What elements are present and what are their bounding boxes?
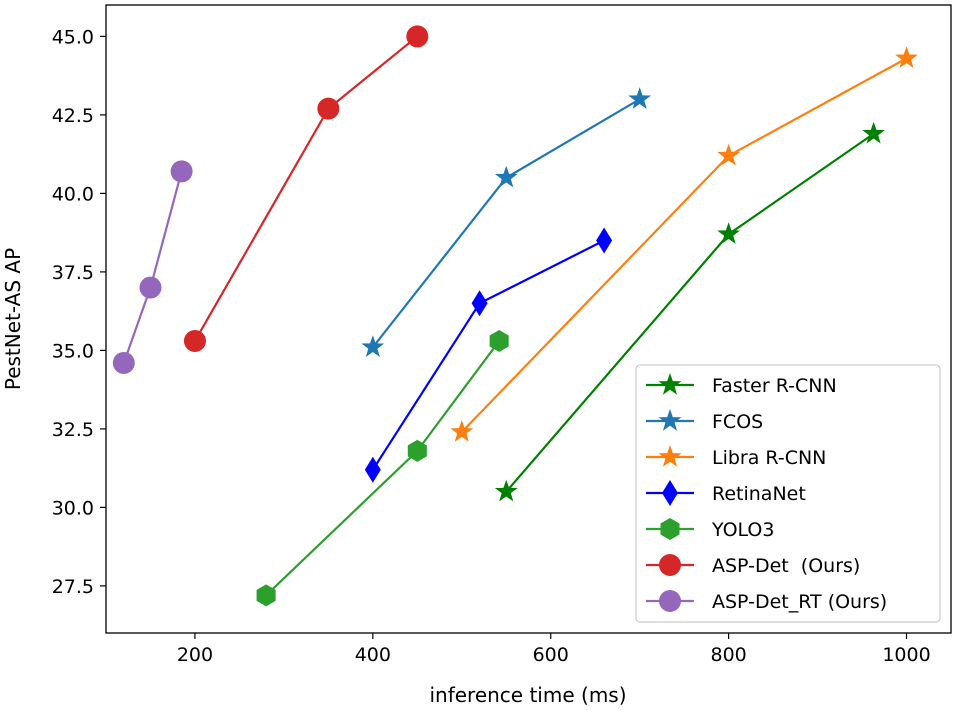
y-tick-label-37.5: 37.5 (52, 262, 94, 284)
data-point-asp-det-ours-2 (317, 97, 340, 120)
y-tick-label-40.0: 40.0 (52, 183, 94, 205)
series-line-yolo3 (265, 340, 501, 597)
y-tick-label-32.5: 32.5 (52, 419, 94, 441)
legend-label-asp-det-rt-ours: ASP-Det_RT (Ours) (712, 591, 887, 613)
y-tick-label-35.0: 35.0 (52, 340, 94, 362)
data-point-fcos-2 (494, 165, 518, 188)
legend-marker-yolo3 (660, 518, 680, 540)
legend-item-libra-r-cnn: Libra R-CNN (646, 445, 826, 469)
data-point-faster-r-cnn-2 (717, 222, 741, 244)
x-tick-label-800: 800 (710, 644, 746, 666)
plot-markers (112, 25, 918, 607)
series-line-asp-det-ours (193, 35, 419, 342)
data-point-fcos-3 (628, 87, 652, 109)
data-point-yolo3-1 (256, 584, 276, 607)
series-line-fcos (371, 98, 641, 348)
legend-marker-asp-det-ours (659, 554, 681, 576)
y-tick-label-45.0: 45.0 (52, 26, 94, 48)
legend-marker-faster-r-cnn (658, 373, 682, 395)
x-axis-label: inference time (ms) (429, 683, 626, 707)
legend-marker-fcos (658, 409, 682, 431)
legend-item-faster-r-cnn: Faster R-CNN (646, 373, 837, 397)
legend-item-asp-det-ours: ASP-Det (Ours) (646, 554, 860, 577)
data-point-yolo3-2 (407, 439, 427, 462)
legend-marker-libra-r-cnn (658, 445, 682, 467)
data-point-asp-det-rt-ours-1 (112, 351, 135, 374)
legend-label-faster-r-cnn: Faster R-CNN (712, 375, 837, 397)
data-point-asp-det-ours-3 (406, 25, 429, 48)
data-point-libra-r-cnn-2 (717, 143, 741, 166)
data-point-fcos-1 (361, 335, 385, 357)
data-point-faster-r-cnn-1 (494, 479, 518, 502)
legend-item-asp-det-rt-ours: ASP-Det_RT (Ours) (646, 590, 887, 613)
data-point-libra-r-cnn-3 (895, 46, 918, 69)
legend-label-retinanet: RetinaNet (712, 483, 806, 505)
x-tick-label-600: 600 (533, 644, 569, 666)
x-axis: 200 400 600 800 1000 (177, 633, 931, 666)
legend-label-yolo3: YOLO3 (711, 519, 774, 541)
data-point-retinanet-2 (471, 290, 488, 317)
x-tick-label-1000: 1000 (882, 644, 930, 666)
plot-frame (105, 4, 952, 634)
data-point-faster-r-cnn-3 (862, 121, 886, 144)
legend-marker-retinanet (662, 480, 678, 506)
legend-item-yolo3: YOLO3 (646, 518, 774, 541)
data-point-asp-det-ours-1 (183, 329, 206, 352)
data-point-libra-r-cnn-1 (450, 420, 474, 442)
legend-label-fcos: FCOS (712, 411, 763, 433)
data-point-retinanet-3 (596, 227, 613, 254)
legend-box (635, 364, 941, 623)
legend-item-retinanet: RetinaNet (646, 480, 806, 506)
data-point-asp-det-rt-ours-2 (139, 276, 162, 299)
x-tick-label-400: 400 (355, 644, 391, 666)
data-point-retinanet-1 (364, 456, 381, 483)
data-point-yolo3-3 (489, 329, 509, 352)
legend: Faster R-CNN FCOS Libra R-CNN RetinaNet YOLO… (635, 364, 941, 623)
series-line-asp-det-rt-ours (122, 171, 183, 364)
y-axis: 27.5 30.0 32.5 35.0 37.5 40.0 42.5 45.0 (52, 26, 106, 598)
y-tick-label-27.5: 27.5 (52, 576, 94, 598)
legend-label-asp-det-ours: ASP-Det (Ours) (712, 555, 860, 577)
y-axis-label: PestNet-AS AP (1, 248, 25, 390)
x-tick-label-200: 200 (177, 644, 213, 666)
legend-item-fcos: FCOS (646, 409, 763, 433)
legend-label-libra-r-cnn: Libra R-CNN (712, 447, 826, 469)
data-point-asp-det-rt-ours-3 (170, 160, 193, 183)
y-tick-label-42.5: 42.5 (52, 105, 94, 127)
y-tick-label-30.0: 30.0 (52, 497, 94, 519)
legend-marker-asp-det-rt-ours (659, 590, 681, 612)
